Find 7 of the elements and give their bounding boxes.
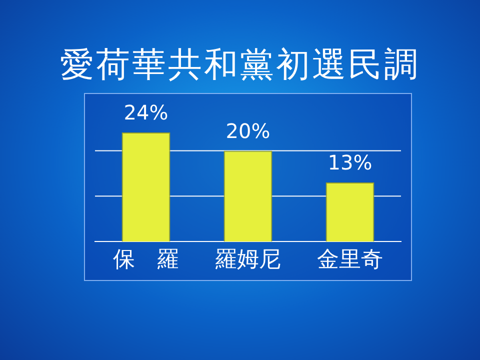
chart-title: 愛荷華共和黨初選民調	[59, 44, 421, 87]
x-tick-label: 金里奇	[317, 248, 383, 273]
x-tick-label: 保 羅	[113, 248, 179, 273]
x-tick-label: 羅姆尼	[215, 248, 281, 273]
data-label: 20%	[226, 118, 270, 143]
data-label: 24%	[124, 100, 168, 125]
data-label: 13%	[328, 150, 372, 175]
